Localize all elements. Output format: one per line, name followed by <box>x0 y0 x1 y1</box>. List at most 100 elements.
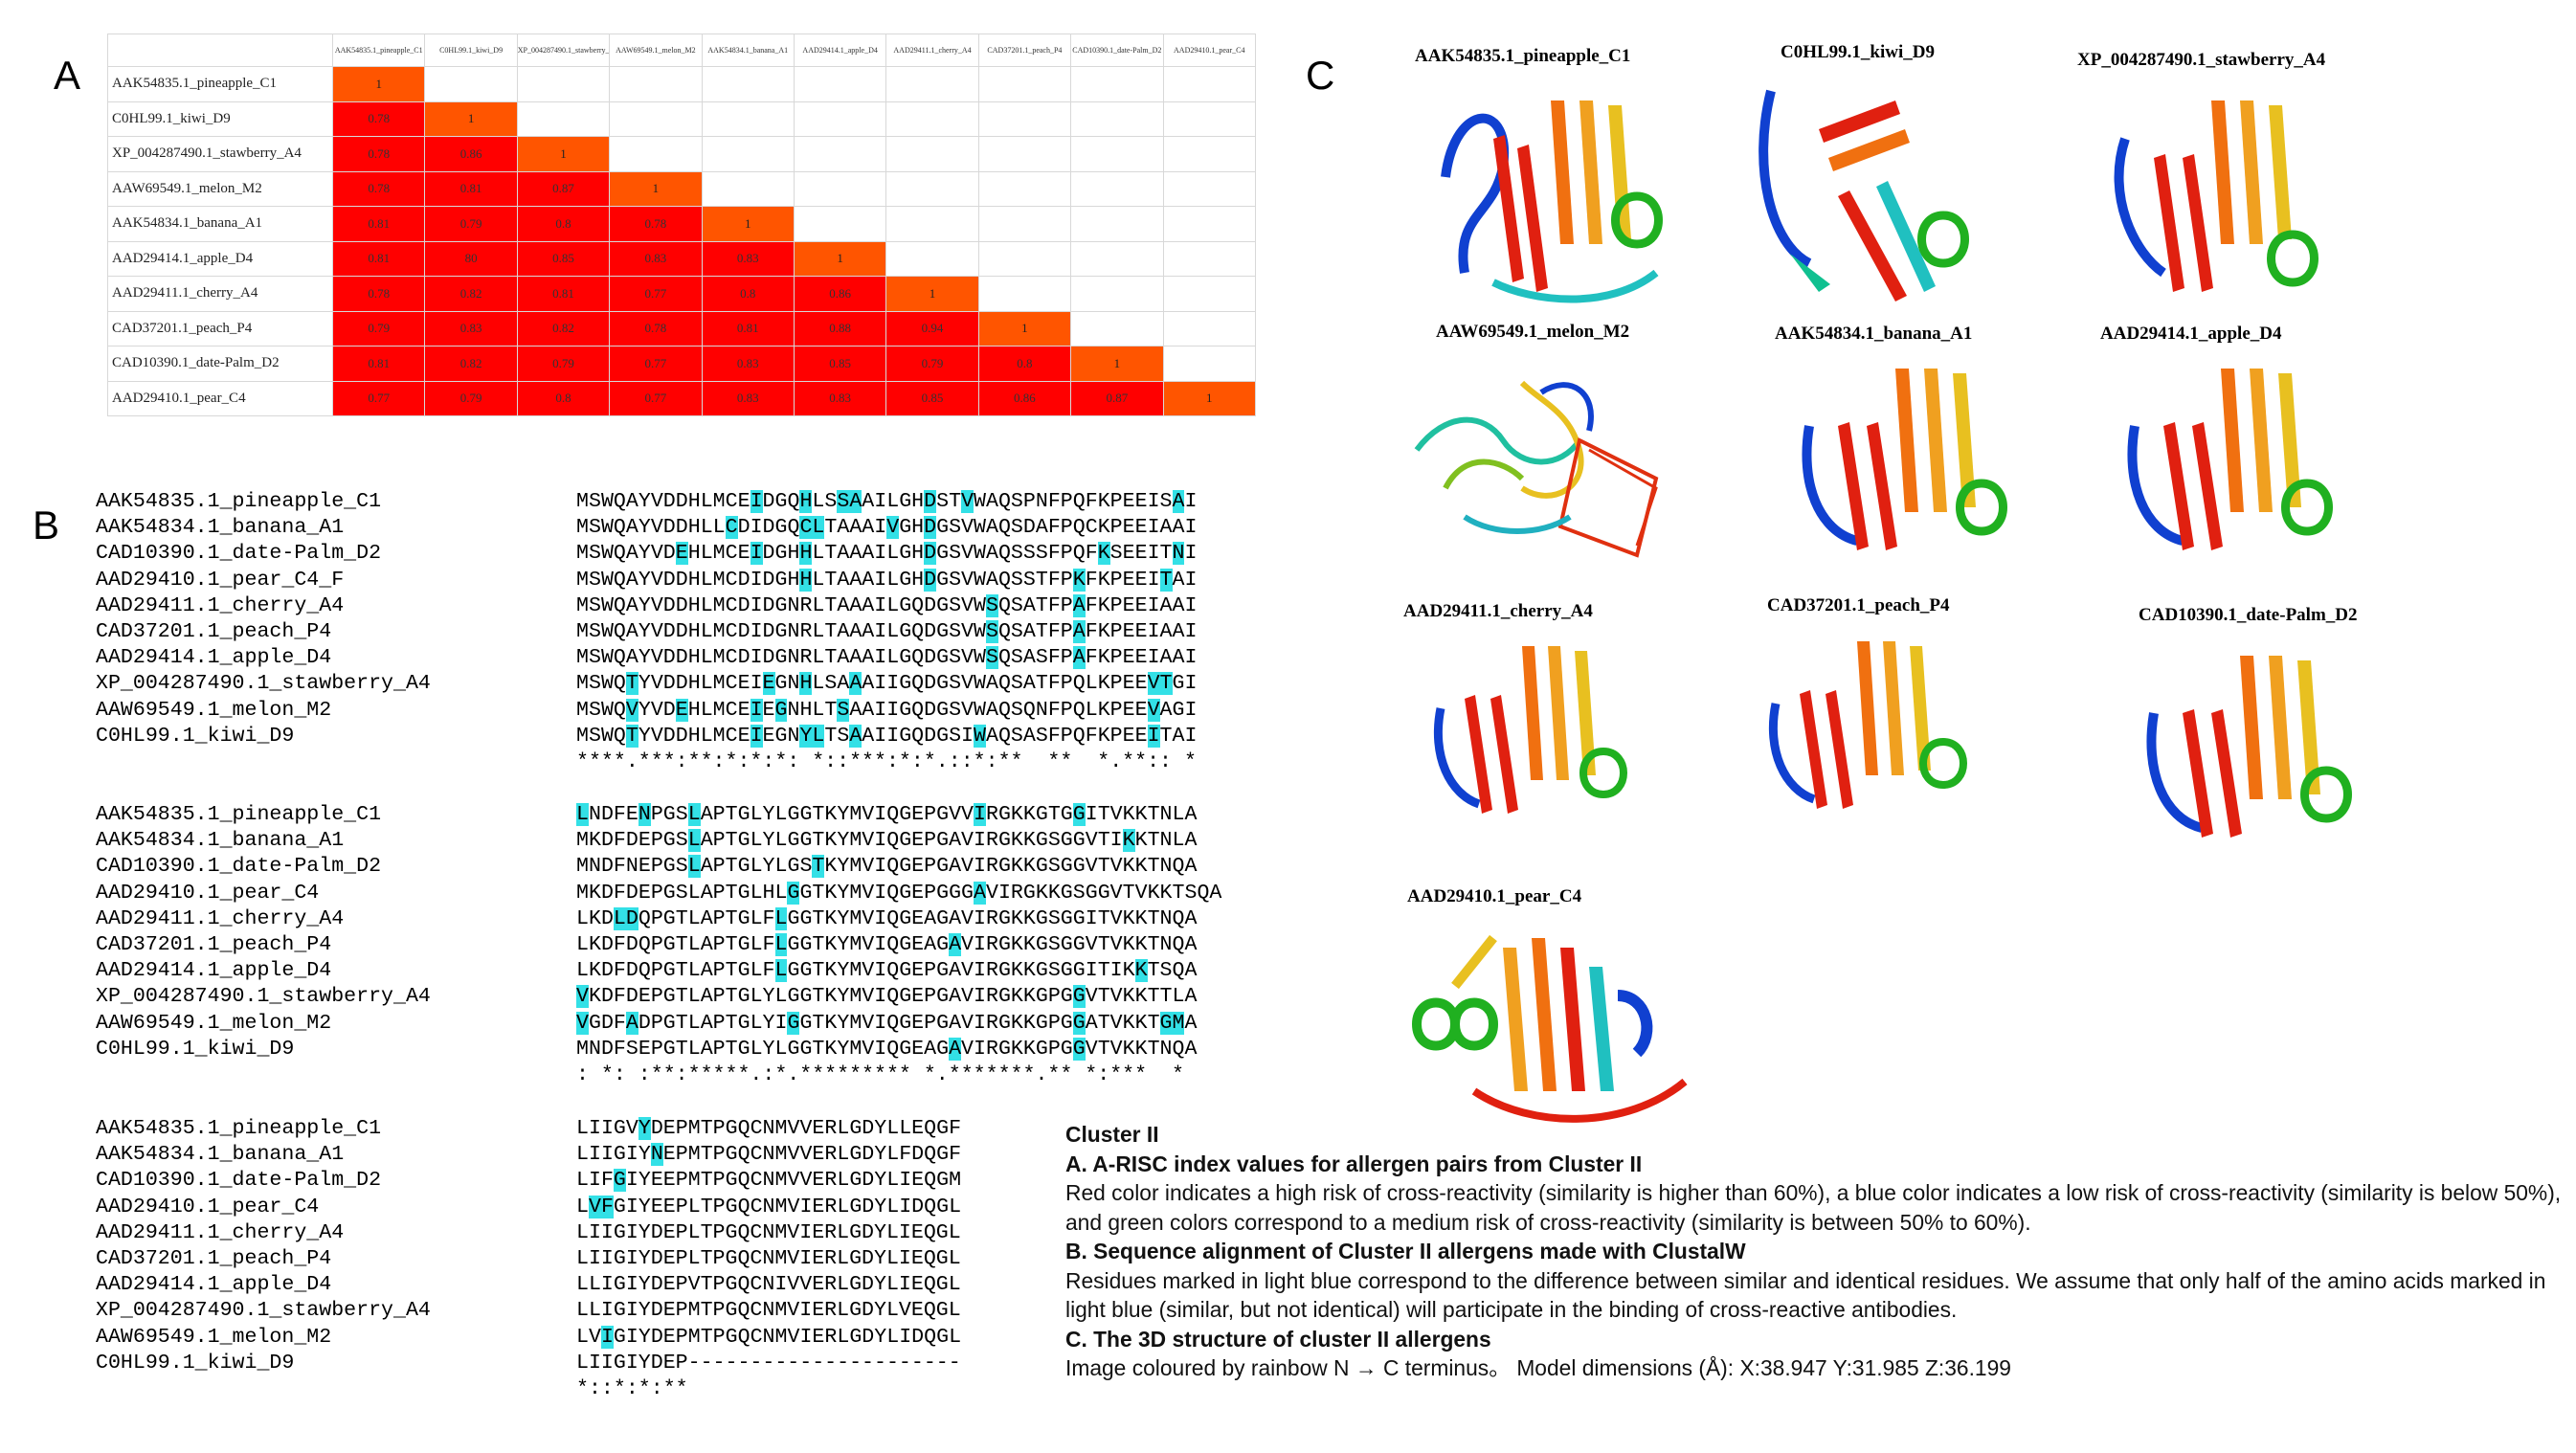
matrix-empty-cell <box>977 170 1072 207</box>
caption-title: Cluster II <box>1065 1122 1159 1147</box>
consensus-symbols: ****.***:**:*:*:*: *::***:*:*.::*:** ** … <box>576 749 1197 773</box>
matrix-empty-cell <box>701 136 795 172</box>
caption-c-text: Image coloured by rainbow N → C terminus… <box>1065 1355 2011 1380</box>
sequence-residues: MSWQAYVDDHLLCDIDGQCLTAAAIVGHDGSVWAQSDAFP… <box>576 516 1198 540</box>
matrix-empty-cell <box>1070 240 1164 277</box>
sequence-residues: MNDFSEPGTLAPTGLYLGGTKYMVIQGEAGAVIRGKKGPG… <box>576 1037 1198 1061</box>
matrix-cell: 0.86 <box>793 276 887 312</box>
sequence-residues: LIIGIYDEP---------------------- <box>576 1351 961 1375</box>
sequence-name: AAD29410.1_pear_C4 <box>96 881 320 905</box>
matrix-empty-cell <box>885 240 979 277</box>
sequence-name: AAK54834.1_banana_A1 <box>96 516 345 540</box>
panel-label-c: C <box>1306 53 1335 98</box>
matrix-empty-cell <box>1162 66 1257 102</box>
figure-caption: Cluster II A. A-RISC index values for al… <box>1065 1120 2568 1383</box>
alignment-row: CAD37201.1_peach_P4 MSWQAYVDDHLMCDIDGNRLT… <box>96 619 1197 645</box>
panel-label-b: B <box>33 503 60 548</box>
matrix-cell: 0.87 <box>516 170 611 207</box>
consensus-row: *::*:*:** <box>96 1376 961 1402</box>
structure-title: CAD37201.1_peach_P4 <box>1767 595 1950 615</box>
caption-a-heading: A. A-RISC index values for allergen pair… <box>1065 1151 1643 1176</box>
alignment-row: C0HL99.1_kiwi_D9 MSWQTYVDDHLMCEIEGNYLTSAA… <box>96 724 1197 749</box>
sequence-name: CAD37201.1_peach_P4 <box>96 932 332 956</box>
sequence-name: AAD29411.1_cherry_A4 <box>96 593 345 617</box>
matrix-cell: 0.78 <box>609 206 703 242</box>
matrix-cell: 0.78 <box>331 101 426 137</box>
alignment-row: AAD29410.1_pear_C4 LVFGIYEEPLTPGQCNMVIERL… <box>96 1195 961 1220</box>
matrix-cell: 0.82 <box>516 310 611 346</box>
alignment-row: AAK54835.1_pineapple_C1 LIIGVYDEPMTPGQCNM… <box>96 1116 961 1142</box>
sequence-residues: MSWQVYVDEHLMCEIEGNHLTSAAIIGQDGSVWAQSQNFP… <box>576 698 1198 722</box>
alignment-row: C0HL99.1_kiwi_D9 LIIGIYDEP---------------… <box>96 1351 961 1376</box>
matrix-empty-cell <box>977 66 1072 102</box>
matrix-cell: 1 <box>424 101 518 137</box>
panel-label-a: A <box>54 53 81 98</box>
alignment-row: AAK54834.1_banana_A1 LIIGIYNEPMTPGQCNMVVE… <box>96 1142 961 1168</box>
sequence-residues: MKDFDEPGSLAPTGLHLGGTKYMVIQGEPGGGAVIRGKKG… <box>576 881 1222 905</box>
matrix-empty-cell <box>1162 170 1257 207</box>
matrix-empty-cell <box>793 170 887 207</box>
alignment-row: CAD37201.1_peach_P4 LKDFDQPGTLAPTGLFLGGTK… <box>96 932 1221 958</box>
sequence-residues: MSWQTYVDDHLMCEIEGNYLTSAAIIGQDGSIWAQSASFP… <box>576 724 1198 748</box>
matrix-cell: 0.78 <box>331 276 426 312</box>
structure-title: AAK54834.1_banana_A1 <box>1775 324 1973 344</box>
matrix-cell: 0.78 <box>331 136 426 172</box>
matrix-cell: 0.83 <box>701 240 795 277</box>
alignment-row: AAD29411.1_cherry_A4 MSWQAYVDDHLMCDIDGNRL… <box>96 593 1197 619</box>
matrix-cell: 0.85 <box>516 240 611 277</box>
matrix-cell: 80 <box>424 240 518 277</box>
alignment-row: AAD29411.1_cherry_A4 LIIGIYDEPLTPGQCNMVIE… <box>96 1220 961 1246</box>
matrix-cell: 0.8 <box>516 380 611 416</box>
protein-structure-image <box>1412 934 1688 1123</box>
matrix-empty-cell <box>885 136 979 172</box>
matrix-cell: 0.83 <box>793 380 887 416</box>
matrix-cell: 0.8 <box>516 206 611 242</box>
matrix-empty-cell <box>1162 206 1257 242</box>
sequence-name: AAW69549.1_melon_M2 <box>96 698 332 722</box>
sequence-residues: LKDFDQPGTLAPTGLFLGGTKYMVIQGEAGAVIRGKKGSG… <box>576 932 1198 956</box>
sequence-residues: LKDFDQPGTLAPTGLFLGGTKYMVIQGEPGAVIRGKKGSG… <box>576 959 1198 983</box>
sequence-name: CAD37201.1_peach_P4 <box>96 1246 332 1270</box>
matrix-cell: 0.77 <box>609 380 703 416</box>
sequence-residues: MSWQAYVDDHLMCDIDGNRLTAAAILGQDGSVWSQSATFP… <box>576 619 1198 643</box>
sequence-name: AAD29411.1_cherry_A4 <box>96 1220 345 1244</box>
alignment-row: XP_004287490.1_stawberry_A4 VKDFDEPGTLAPT… <box>96 984 1221 1010</box>
matrix-cell: 0.81 <box>701 310 795 346</box>
matrix-cell: 0.8 <box>977 346 1072 382</box>
matrix-corner <box>107 34 333 67</box>
alignment-row: CAD10390.1_date-Palm_D2 MNDFNEPGSLAPTGLYL… <box>96 854 1221 880</box>
matrix-column-header: AAD29414.1_apple_D4 <box>793 34 887 67</box>
matrix-column-header: AAD29411.1_cherry_A4 <box>885 34 979 67</box>
matrix-empty-cell <box>1070 206 1164 242</box>
sequence-name: AAW69549.1_melon_M2 <box>96 1011 332 1035</box>
consensus-symbols: : *: :**:*****.:*.********* *.*******.**… <box>576 1062 1184 1086</box>
sequence-name: AAD29414.1_apple_D4 <box>96 1273 332 1297</box>
matrix-cell: 1 <box>609 170 703 207</box>
matrix-cell: 0.83 <box>701 380 795 416</box>
matrix-empty-cell <box>977 136 1072 172</box>
sequence-name: CAD10390.1_date-Palm_D2 <box>96 542 382 566</box>
consensus-row: : *: :**:*****.:*.********* *.*******.**… <box>96 1062 1221 1088</box>
matrix-row: AAW69549.1_melon_M2 0.78 0.81 0.87 1 <box>107 170 1257 207</box>
protein-structure-image <box>2127 369 2333 550</box>
sequence-name: CAD10390.1_date-Palm_D2 <box>96 1169 382 1193</box>
matrix-cell: 0.86 <box>424 136 518 172</box>
alignment-row: CAD10390.1_date-Palm_D2 MSWQAYVDEHLMCEIDG… <box>96 541 1197 567</box>
consensus-spacer <box>96 1376 576 1402</box>
matrix-empty-cell <box>424 66 518 102</box>
matrix-row-label: CAD37201.1_peach_P4 <box>107 310 333 346</box>
sequence-residues: VGDFADPGTLAPTGLYIGGTKYMVIQGEPGAVIRGKKGPG… <box>576 1011 1198 1035</box>
matrix-empty-cell <box>793 101 887 137</box>
matrix-cell: 1 <box>701 206 795 242</box>
alignment-block-3: AAK54835.1_pineapple_C1 LIIGVYDEPMTPGQCNM… <box>96 1116 961 1402</box>
structure-title: XP_004287490.1_stawberry_A4 <box>2077 50 2326 70</box>
matrix-cell: 0.77 <box>609 346 703 382</box>
sequence-residues: MNDFNEPGSLAPTGLYLGSTKYMVIQGEPGAVIRGKKGSG… <box>576 855 1198 879</box>
consensus-symbols: *::*:*:** <box>576 1376 688 1400</box>
matrix-cell: 0.79 <box>424 206 518 242</box>
alignment-row: AAK54834.1_banana_A1 MSWQAYVDDHLLCDIDGQCL… <box>96 515 1197 541</box>
alignment-row: AAK54835.1_pineapple_C1 MSWQAYVDDHLMCEIDG… <box>96 489 1197 515</box>
matrix-empty-cell <box>516 66 611 102</box>
matrix-empty-cell <box>793 136 887 172</box>
matrix-cell: 1 <box>331 66 426 102</box>
